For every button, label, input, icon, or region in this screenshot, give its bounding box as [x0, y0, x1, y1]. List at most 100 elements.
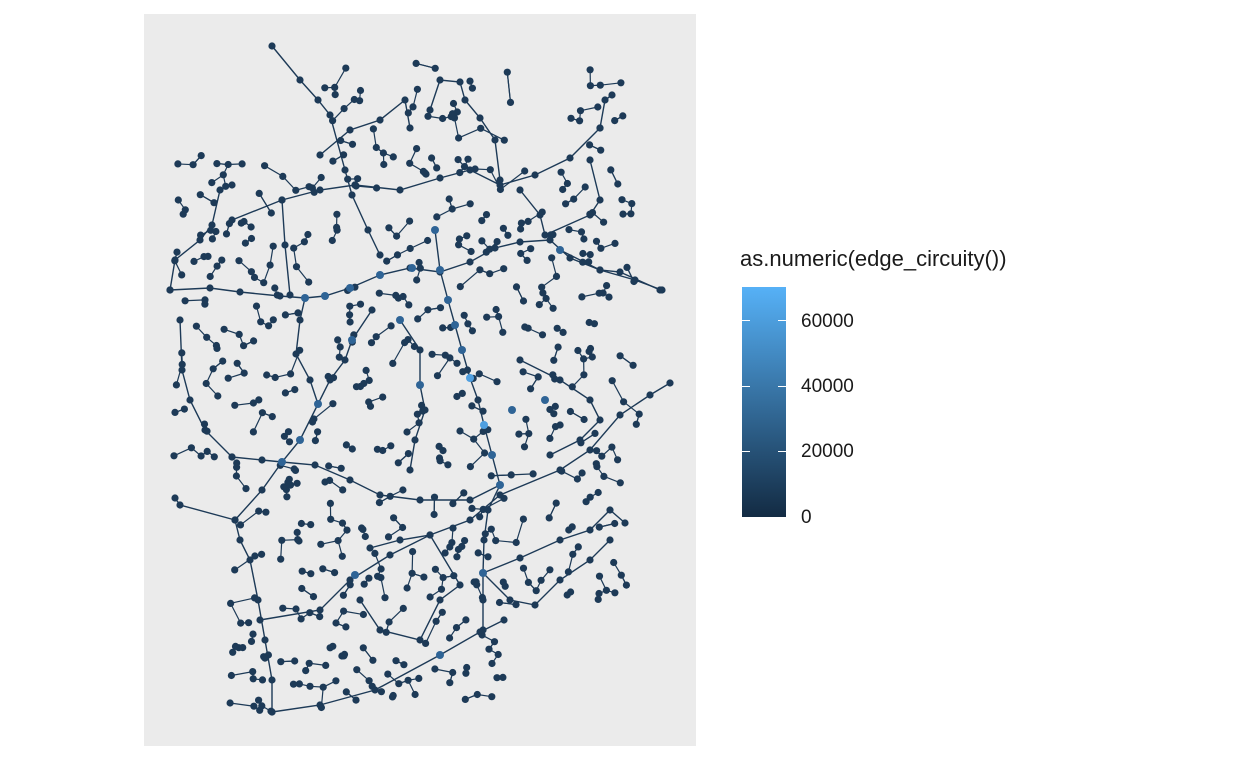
network-node: [401, 339, 409, 347]
network-node: [646, 391, 654, 399]
network-node: [376, 116, 384, 124]
network-node: [464, 155, 472, 163]
network-node-high-circuity: [348, 336, 356, 344]
network-node: [384, 670, 392, 678]
network-node: [522, 415, 530, 423]
network-node: [222, 230, 231, 238]
network-node: [218, 256, 226, 264]
network-node: [460, 311, 468, 319]
network-node: [269, 242, 277, 250]
network-node: [458, 389, 466, 397]
network-node: [255, 189, 263, 197]
network-node: [332, 619, 340, 627]
network-node: [231, 566, 239, 574]
network-node: [617, 79, 625, 87]
network-node: [504, 231, 512, 239]
network-node: [351, 181, 359, 189]
network-node: [386, 551, 394, 559]
network-node: [203, 447, 211, 455]
network-node: [500, 265, 508, 273]
network-node: [562, 200, 570, 208]
network-node: [573, 475, 582, 483]
network-node: [586, 141, 594, 149]
network-node: [455, 241, 463, 249]
network-node: [180, 405, 188, 413]
network-node: [460, 163, 469, 171]
network-node: [512, 601, 520, 609]
network-node: [608, 91, 616, 99]
network-node: [592, 237, 601, 245]
network-node: [484, 506, 492, 514]
network-node: [242, 485, 250, 493]
network-node: [616, 479, 624, 487]
network-node: [409, 548, 417, 556]
network-node-high-circuity: [321, 292, 329, 300]
network-node: [174, 160, 182, 168]
network-node: [206, 284, 214, 292]
network-node: [591, 429, 599, 437]
network-node: [426, 593, 434, 601]
network-node: [321, 84, 329, 92]
network-node: [603, 282, 611, 290]
network-node: [581, 183, 589, 191]
network-node: [174, 196, 182, 204]
network-node: [377, 565, 385, 573]
network-node: [413, 85, 421, 93]
network-node: [479, 596, 487, 604]
legend-colorbar: [742, 287, 786, 517]
network-node: [329, 117, 337, 125]
network-node: [279, 172, 287, 180]
network-node: [202, 379, 210, 388]
network-node: [276, 292, 284, 300]
network-node: [269, 316, 277, 324]
network-node-high-circuity: [480, 421, 488, 429]
network-node: [415, 674, 423, 683]
network-node: [448, 205, 456, 213]
network-node: [520, 443, 529, 451]
network-node: [406, 159, 414, 167]
network-node: [271, 284, 279, 292]
network-node: [446, 679, 454, 687]
legend-label-0: 0: [801, 507, 812, 528]
network-node: [296, 76, 304, 84]
network-node: [346, 576, 354, 584]
network-node: [620, 398, 628, 406]
street-edge: [480, 127, 505, 141]
network-node: [493, 238, 501, 246]
network-node: [233, 463, 241, 471]
network-node: [249, 668, 257, 676]
network-node: [314, 428, 322, 436]
network-node: [455, 134, 463, 142]
network-node: [516, 186, 524, 194]
network-node: [486, 166, 494, 174]
network-node: [585, 258, 593, 266]
network-node: [599, 289, 607, 297]
network-node: [439, 447, 447, 455]
network-node-high-circuity: [436, 651, 444, 659]
network-node: [210, 453, 218, 461]
street-edge: [500, 170, 526, 190]
network-node: [500, 616, 508, 624]
network-node: [393, 232, 401, 240]
network-node: [432, 617, 440, 625]
network-node: [365, 376, 373, 384]
network-node: [566, 407, 575, 416]
network-node: [452, 624, 461, 632]
network-node: [295, 537, 303, 545]
network-node: [326, 476, 334, 484]
network-node: [403, 428, 411, 436]
network-node: [209, 365, 217, 373]
network-node: [408, 569, 416, 577]
network-node: [240, 217, 248, 226]
network-node: [356, 97, 364, 105]
network-node: [265, 322, 273, 330]
network-node: [340, 151, 348, 159]
network-node: [382, 628, 390, 636]
network-node: [436, 174, 444, 182]
network-node: [579, 249, 587, 258]
network-node: [257, 318, 265, 326]
network-node: [190, 257, 198, 265]
network-node: [210, 199, 218, 207]
network-node: [413, 145, 421, 153]
network-node: [208, 179, 216, 187]
